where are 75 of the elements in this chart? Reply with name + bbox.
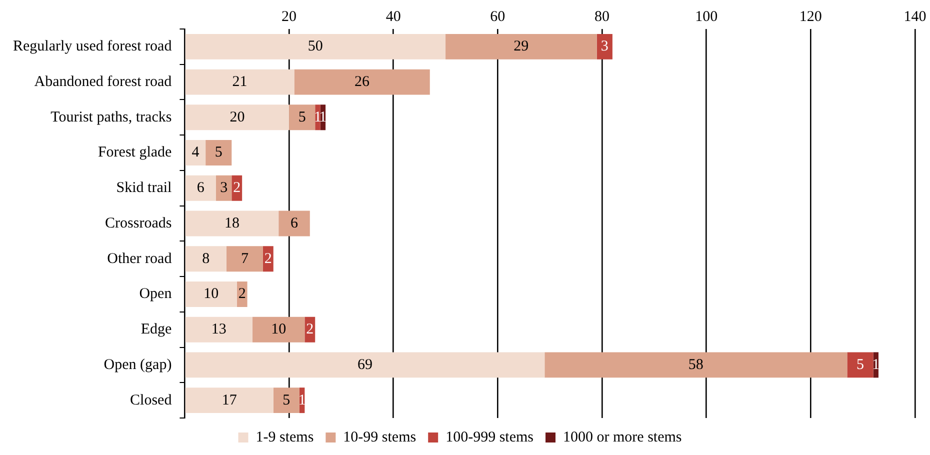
bar	[273, 388, 300, 414]
data-label: 20	[230, 109, 245, 126]
y-tick-label: Tourist paths, tracks	[50, 109, 172, 126]
data-label: 5	[282, 392, 290, 408]
data-label: 29	[514, 38, 529, 55]
data-label: 58	[688, 356, 704, 373]
data-label: 5	[856, 356, 864, 373]
data-label: 2	[264, 250, 272, 267]
y-tick-label: Open (gap)	[104, 356, 172, 373]
y-tick-label: Skid trail	[116, 180, 172, 196]
bar	[847, 352, 874, 378]
legend-label: 10-99 stems	[343, 429, 416, 446]
data-label: 2	[233, 180, 241, 196]
data-label: 13	[211, 322, 226, 338]
data-label: 69	[357, 356, 372, 373]
x-tick-label: 60	[490, 8, 506, 25]
data-label: 6	[290, 215, 298, 232]
bar	[294, 69, 430, 95]
y-tick-label: Edge	[140, 322, 172, 338]
y-tick-label: Open	[139, 286, 172, 302]
data-label: 6	[196, 180, 205, 196]
data-label: 50	[308, 38, 323, 55]
bar	[596, 34, 612, 60]
bar	[185, 140, 206, 166]
data-label: 2	[238, 286, 246, 302]
x-tick-label: 20	[282, 8, 297, 25]
data-label: 10	[204, 286, 219, 302]
x-tick-label: 40	[386, 8, 401, 25]
bar	[216, 175, 232, 201]
data-label: 10	[271, 322, 286, 338]
bar	[289, 104, 316, 130]
bar	[252, 316, 305, 342]
bar	[206, 140, 232, 166]
y-tick-label: Closed	[130, 392, 172, 408]
y-tick-label: Crossroads	[105, 215, 172, 232]
bar	[232, 175, 242, 201]
y-tick-label: Abandoned forest road	[34, 74, 172, 90]
x-tick-label: 140	[904, 8, 926, 25]
legend-label: 100-999 stems	[446, 429, 534, 446]
data-label: 8	[202, 250, 210, 267]
bar	[185, 281, 237, 307]
bar	[185, 34, 446, 60]
bar	[185, 246, 226, 272]
data-label: 17	[222, 392, 238, 408]
bar	[278, 210, 310, 236]
bar	[185, 316, 253, 342]
data-label: 3	[600, 38, 608, 55]
legend-label: 1-9 stems	[256, 429, 314, 446]
bar	[226, 246, 263, 272]
y-tick-label: Other road	[107, 250, 172, 267]
data-label: 5	[298, 109, 306, 126]
y-tick-label: Regularly used forest road	[13, 38, 172, 55]
data-label: 2	[306, 322, 314, 338]
data-label: 7	[240, 250, 249, 267]
bar	[185, 104, 290, 130]
y-tick-label: Forest glade	[98, 144, 172, 161]
x-tick-label: 120	[799, 8, 822, 25]
bar	[544, 352, 848, 378]
data-label: 1	[872, 356, 880, 373]
data-label: 21	[232, 74, 248, 90]
bar	[185, 69, 294, 95]
data-label: 4	[192, 144, 200, 161]
legend-label: 1000 or more stems	[563, 429, 682, 446]
bar	[185, 210, 279, 236]
data-label: 26	[354, 74, 370, 90]
x-tick-label: 80	[594, 8, 610, 25]
data-label: 18	[224, 215, 240, 232]
bar	[185, 352, 545, 378]
bar	[185, 388, 274, 414]
x-tick-label: 100	[695, 8, 718, 25]
bar	[446, 34, 597, 60]
data-label: 3	[220, 180, 228, 196]
data-label: 5	[214, 144, 222, 161]
bar	[304, 316, 316, 342]
bar	[185, 175, 216, 201]
